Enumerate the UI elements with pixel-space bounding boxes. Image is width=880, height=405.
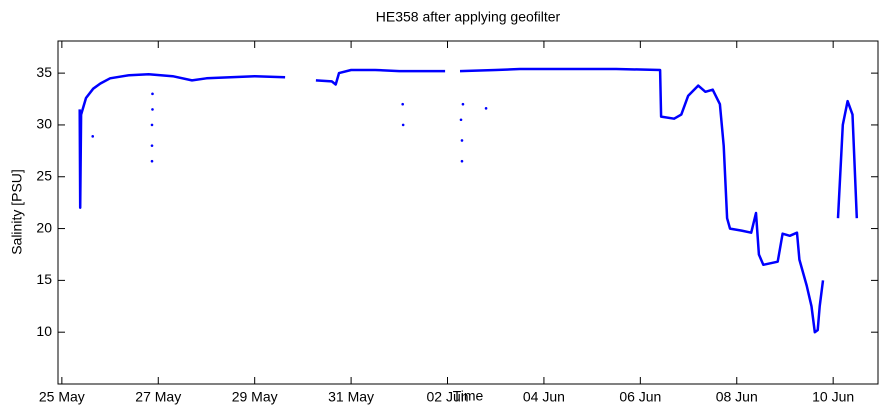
salinity-point <box>460 159 464 163</box>
x-tick-label: 25 May <box>39 389 85 405</box>
x-tick-label: 04 Jun <box>523 389 565 405</box>
salinity-point <box>401 123 405 127</box>
salinity-point <box>459 118 463 122</box>
x-tick-label: 02 Jun <box>426 389 468 405</box>
x-tick-label: 06 Jun <box>619 389 661 405</box>
salinity-point <box>460 139 464 142</box>
salinity-point <box>150 123 154 127</box>
salinity-point <box>151 92 154 96</box>
chart-title: HE358 after applying geofilter <box>376 9 561 25</box>
salinity-point <box>91 135 95 138</box>
plot-frame <box>57 40 879 385</box>
x-tick-label: 10 Jun <box>812 389 854 405</box>
y-tick-label: 30 <box>36 116 52 132</box>
y-tick-label: 25 <box>36 167 52 183</box>
y-tick-label: 15 <box>36 271 52 287</box>
x-tick-label: 31 May <box>328 389 374 405</box>
salinity-point <box>151 108 154 111</box>
salinity-point <box>150 144 154 147</box>
salinity-point <box>401 102 404 106</box>
y-tick-label: 35 <box>36 64 52 80</box>
salinity-line <box>78 67 859 334</box>
x-tick-label: 08 Jun <box>716 389 758 405</box>
y-tick-label: 10 <box>36 323 52 339</box>
salinity-point <box>461 102 465 106</box>
y-tick-label: 20 <box>36 219 52 235</box>
salinity-point <box>150 159 154 163</box>
salinity-point <box>484 107 488 110</box>
x-axis-label: Time <box>453 388 484 404</box>
x-tick-label: 27 May <box>135 389 181 405</box>
y-axis-label: Salinity [PSU] <box>9 169 25 255</box>
x-tick-label: 29 May <box>232 389 278 405</box>
